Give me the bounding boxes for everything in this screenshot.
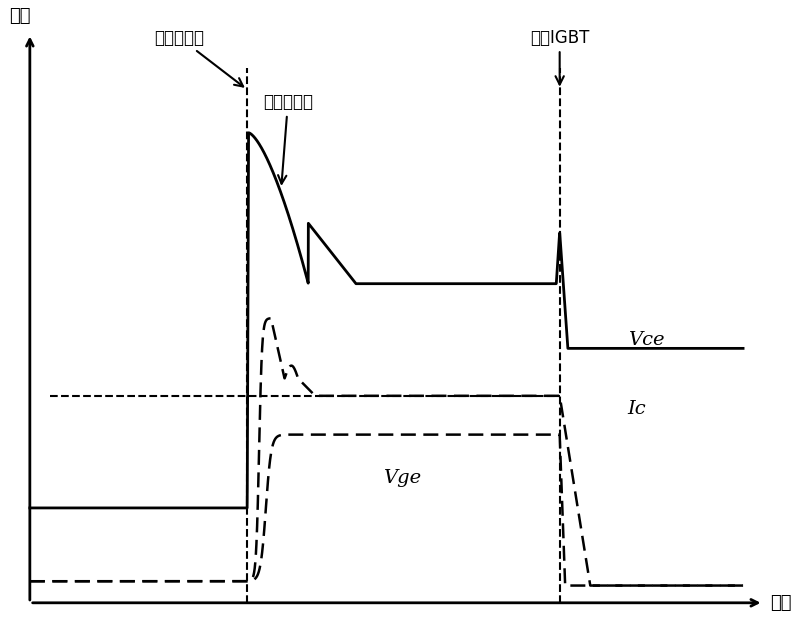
Text: Ic: Ic <box>628 400 646 418</box>
Text: 进入退饱和: 进入退饱和 <box>263 93 313 184</box>
Text: 过电流故障: 过电流故障 <box>154 28 243 87</box>
Text: 幅值: 幅值 <box>9 7 30 25</box>
Text: Vce: Vce <box>628 331 664 349</box>
Text: Vge: Vge <box>383 469 421 487</box>
Text: 时间: 时间 <box>770 594 792 612</box>
Text: 关断IGBT: 关断IGBT <box>530 28 590 85</box>
